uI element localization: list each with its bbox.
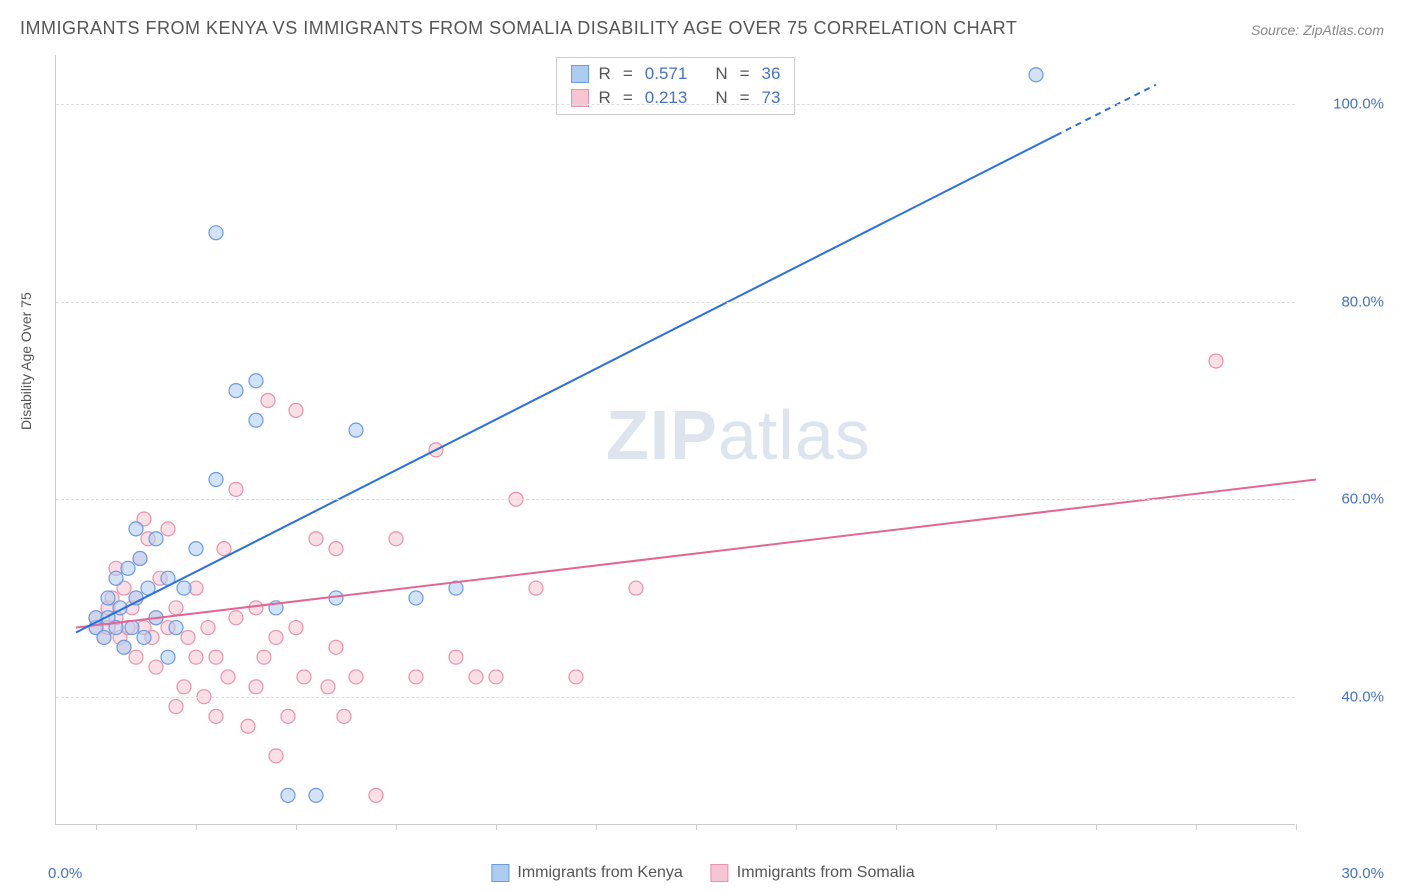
- plot-svg: [56, 55, 1295, 824]
- x-axis-min-label: 0.0%: [48, 865, 82, 882]
- y-tick-label: 100.0%: [1333, 96, 1384, 113]
- legend-item-somalia: Immigrants from Somalia: [711, 864, 915, 882]
- swatch-kenya: [491, 864, 509, 882]
- source-attribution: Source: ZipAtlas.com: [1251, 22, 1384, 38]
- swatch-somalia: [711, 864, 729, 882]
- y-tick-label: 40.0%: [1341, 688, 1384, 705]
- y-axis-label: Disability Age Over 75: [18, 292, 34, 430]
- chart-title: IMMIGRANTS FROM KENYA VS IMMIGRANTS FROM…: [20, 18, 1017, 39]
- y-tick-label: 80.0%: [1341, 293, 1384, 310]
- x-axis-max-label: 30.0%: [1341, 865, 1384, 882]
- legend-series: Immigrants from Kenya Immigrants from So…: [491, 864, 914, 882]
- chart-plot-area: ZIPatlas R = 0.571 N = 36 R = 0.213 N =: [55, 55, 1295, 825]
- legend-label-somalia: Immigrants from Somalia: [737, 864, 915, 882]
- legend-label-kenya: Immigrants from Kenya: [517, 864, 682, 882]
- legend-item-kenya: Immigrants from Kenya: [491, 864, 682, 882]
- y-tick-label: 60.0%: [1341, 491, 1384, 508]
